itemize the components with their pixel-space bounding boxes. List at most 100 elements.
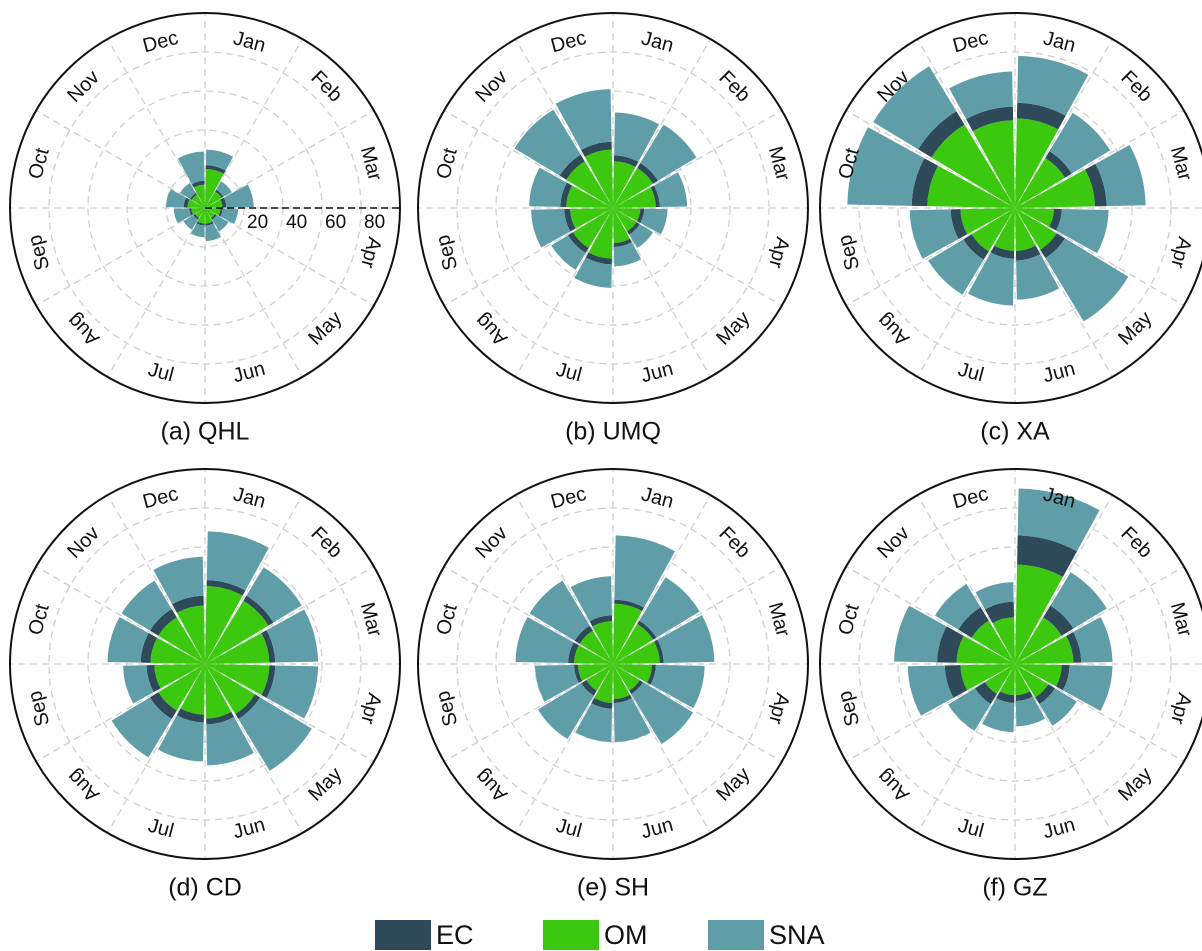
month-label: Dec — [141, 27, 181, 57]
bar-segment: EC — [205, 165, 226, 174]
bar-segment: EC — [149, 692, 177, 720]
month-label: Dec — [549, 483, 589, 513]
bar-segment: EC — [235, 694, 261, 720]
grid-spoke — [916, 663, 1016, 834]
bar-segment: SNA — [640, 124, 697, 181]
bar-segment: OM — [1015, 664, 1031, 696]
month-label: Jul — [146, 359, 176, 387]
bar-segment: SNA — [949, 71, 1013, 120]
grid-spoke — [612, 207, 712, 378]
grid-spoke — [916, 494, 1016, 665]
bar-segment: EC — [937, 626, 964, 663]
bar-segment: SNA — [529, 580, 590, 641]
bar-segment: OM — [1015, 564, 1063, 664]
bar-segment: EC — [581, 141, 612, 157]
grid-spoke — [845, 207, 1016, 307]
bar-segment: SNA — [246, 567, 302, 623]
bar-segment: EC — [958, 607, 989, 638]
month-label: Mar — [1166, 600, 1196, 639]
month-label: Apr — [1166, 691, 1195, 727]
bar-segment: EC — [990, 245, 1015, 259]
panel-title: (c) XA — [980, 418, 1050, 446]
bar-segment: SNA — [982, 698, 1015, 733]
month-label: Jul — [554, 359, 584, 387]
bar-segment: SNA — [1017, 55, 1089, 116]
bar-segment: SNA — [177, 151, 205, 185]
bar-segment: EC — [261, 665, 276, 698]
grid-spoke — [106, 663, 206, 834]
bar-segment: EC — [215, 189, 224, 198]
bar-segment: EC — [647, 664, 656, 685]
month-label: May — [712, 307, 754, 349]
bar-segment: OM — [572, 208, 613, 249]
bar-segment: SNA — [654, 172, 688, 208]
bar-segment: EC — [614, 599, 645, 612]
bar-segment: OM — [154, 664, 205, 689]
grid-spoke — [1014, 494, 1114, 665]
bar-segment: SNA — [1045, 238, 1129, 322]
month-label: Mar — [764, 144, 794, 183]
bar-segment: OM — [994, 208, 1015, 251]
grid-spoke — [443, 109, 614, 209]
bar-segment: OM — [187, 199, 205, 208]
month-label: Apr — [1166, 235, 1195, 271]
grid-spoke — [1014, 663, 1114, 834]
month-label: Feb — [714, 523, 754, 563]
bar-segment: EC — [560, 182, 572, 208]
month-label: May — [712, 763, 754, 805]
grid-spoke — [204, 207, 304, 378]
bar-segment: EC — [918, 111, 965, 158]
month-label: Jul — [146, 815, 176, 843]
bar-segment: OM — [613, 187, 656, 208]
bar-segment: OM — [1015, 617, 1062, 664]
month-label: Mar — [764, 600, 794, 639]
bar-segment: EC — [1015, 691, 1033, 702]
bar-segment: OM — [579, 630, 613, 664]
month-label: Dec — [951, 27, 991, 57]
bar-segment: SNA — [212, 215, 229, 232]
month-label: Nov — [471, 522, 512, 563]
panel-title: (f) GZ — [982, 874, 1047, 902]
grid-spoke — [1014, 663, 1185, 763]
panel-title: (a) QHL — [161, 418, 250, 446]
bar-segment: EC — [559, 154, 585, 180]
month-label: Feb — [714, 67, 754, 107]
grid-spoke — [514, 494, 614, 665]
bar-segment: EC — [261, 630, 276, 663]
month-label: Mar — [1166, 144, 1196, 183]
polar-panel: OMOMOMOMOMOMOMOMOMOMOMOMECECECECECECECEC… — [417, 12, 809, 446]
r-tick-label: 20 — [247, 212, 268, 233]
bar-segment: SNA — [1015, 696, 1046, 727]
bar-segment: SNA — [220, 208, 239, 224]
bar-segment: SNA — [183, 215, 198, 230]
bar-segment: SNA — [1017, 488, 1100, 552]
bar-segment: OM — [150, 637, 205, 664]
month-label: Feb — [306, 67, 346, 107]
bar-segment: SNA — [206, 716, 254, 766]
bar-segment: SNA — [238, 697, 312, 771]
grid-circle — [495, 546, 731, 782]
bar-segment: EC — [963, 234, 989, 260]
bar-segment: SNA — [123, 665, 154, 704]
month-label: Nov — [471, 66, 512, 107]
month-label: May — [1114, 763, 1156, 805]
bar-segment: OM — [197, 208, 205, 224]
bar-segment: EC — [1049, 208, 1062, 231]
bar-segment: EC — [567, 232, 589, 254]
grid-spoke — [845, 565, 1016, 665]
legend-swatch — [375, 920, 431, 950]
bar-segment: OM — [592, 621, 613, 664]
bar-segment: SNA — [179, 182, 196, 199]
bar-segment: OM — [1015, 118, 1059, 208]
bar-segment: OM — [205, 169, 224, 208]
bar-segment: OM — [205, 208, 221, 216]
month-label: May — [304, 763, 346, 805]
outer-circle — [417, 468, 809, 860]
bar-segment: OM — [613, 603, 643, 664]
grid-circle — [897, 546, 1133, 782]
bar-segment: SNA — [190, 223, 205, 238]
bar-segment: SNA — [514, 109, 581, 176]
month-label: Sep — [432, 232, 462, 272]
bar-segment: EC — [613, 694, 632, 703]
